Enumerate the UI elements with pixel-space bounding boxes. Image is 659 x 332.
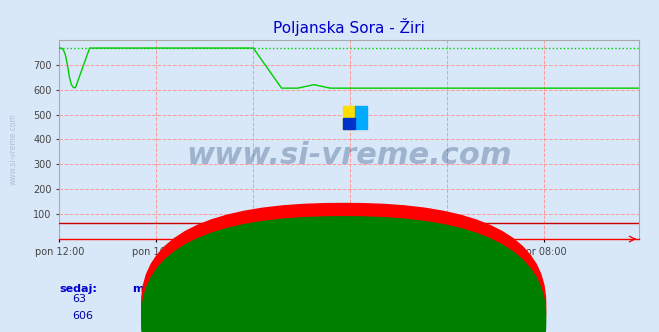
Bar (343, 106, 355, 129)
Text: 606: 606 (72, 311, 94, 321)
Title: Poljanska Sora - Žiri: Poljanska Sora - Žiri (273, 18, 425, 36)
Text: Meritve: povprečne  Enote: anglešaške  Črta: maksimum: Meritve: povprečne Enote: anglešaške Črt… (171, 294, 488, 306)
Text: 63: 63 (217, 294, 231, 304)
Text: 767: 767 (290, 311, 311, 321)
Text: temperatura[F]: temperatura[F] (353, 294, 438, 304)
Bar (343, 118, 355, 129)
Text: Poljanska Sora - Žiri: Poljanska Sora - Žiri (356, 282, 482, 294)
Text: 62: 62 (145, 294, 159, 304)
Bar (355, 106, 366, 129)
Text: Slovenija / reke in morje.: Slovenija / reke in morje. (260, 263, 399, 273)
Text: www.si-vreme.com: www.si-vreme.com (186, 141, 512, 170)
Text: 63: 63 (72, 294, 86, 304)
Text: pretok[čevelj3/min]: pretok[čevelj3/min] (353, 310, 462, 321)
Text: sedaj:: sedaj: (59, 284, 97, 294)
Text: www.si-vreme.com: www.si-vreme.com (9, 114, 18, 185)
Text: 606: 606 (145, 311, 166, 321)
Text: 666: 666 (217, 311, 239, 321)
Text: maks.:: maks.: (277, 284, 318, 294)
Text: 64: 64 (290, 294, 304, 304)
Text: min.:: min.: (132, 284, 163, 294)
Text: zadnji dan / 5 minut.: zadnji dan / 5 minut. (272, 279, 387, 289)
Text: povpr.:: povpr.: (204, 284, 248, 294)
